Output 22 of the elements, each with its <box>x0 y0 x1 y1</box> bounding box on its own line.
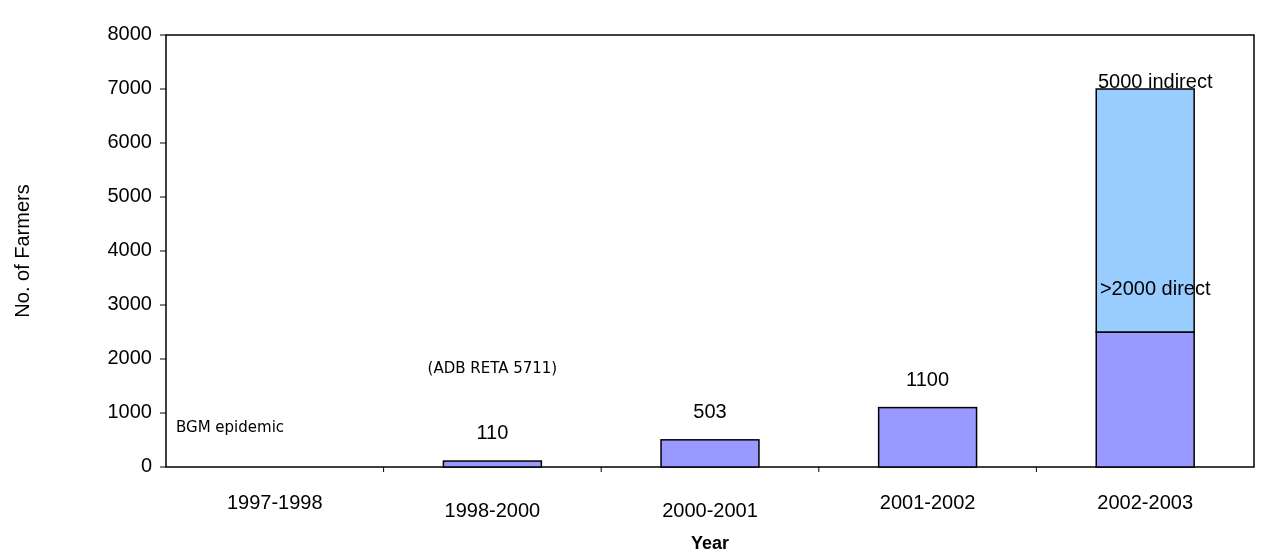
y-tick-label: 5000 <box>107 184 152 207</box>
y-tick-label: 1000 <box>107 400 152 423</box>
data-label: 503 <box>693 399 727 422</box>
y-axis-title: No. of Farmers <box>11 184 34 318</box>
annotation: 5000 indirect <box>1097 69 1213 92</box>
x-axis-title: Year <box>690 533 730 553</box>
y-tick-label: 8000 <box>107 22 152 45</box>
x-tick-label: 2001-2002 <box>879 491 976 513</box>
x-tick-label: 2002-2003 <box>1097 491 1194 513</box>
y-tick-label: 4000 <box>107 238 152 261</box>
x-tick-label: 2000-2001 <box>662 499 758 521</box>
annotation: BGM epidemic <box>176 417 285 436</box>
data-label: 1100 <box>906 367 950 390</box>
y-tick-label: 6000 <box>107 130 152 153</box>
y-tick-label: 3000 <box>107 292 152 315</box>
y-tick-label: 7000 <box>107 76 152 99</box>
y-tick-label: 0 <box>140 454 152 477</box>
annotation: (ADB RETA 5711) <box>427 359 558 377</box>
x-tick-label: 1998-2000 <box>444 499 541 521</box>
data-label: 110 <box>476 421 509 444</box>
y-tick-label: 2000 <box>107 346 152 369</box>
x-tick-label: 1997-1998 <box>226 491 323 513</box>
